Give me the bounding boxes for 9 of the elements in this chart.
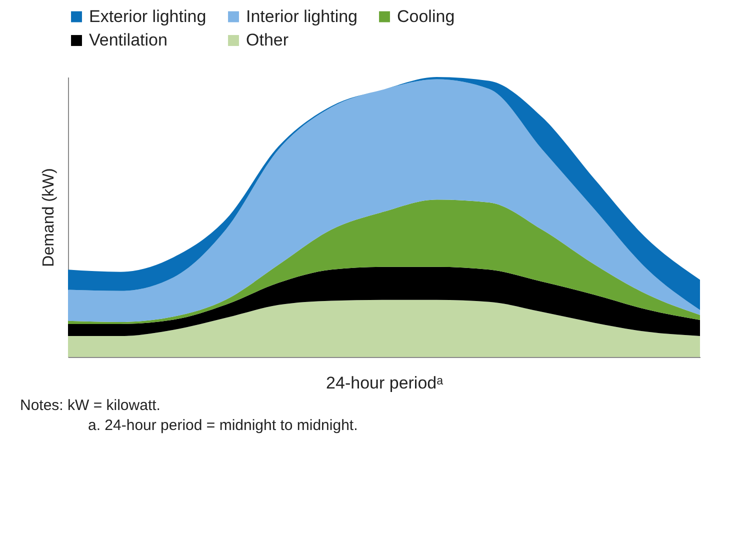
legend-label: Ventilation xyxy=(89,30,168,50)
y-axis-title: Demand (kW) xyxy=(40,168,58,267)
text: a. 24-hour period = midnight to midnight. xyxy=(88,416,359,436)
legend-label: Other xyxy=(246,30,289,50)
legend-label: Interior lighting xyxy=(246,6,358,26)
legend-label: Cooling xyxy=(397,6,455,26)
legend-label: Exterior lighting xyxy=(89,6,206,26)
text: Notes: kW = kilowatt. xyxy=(20,396,162,416)
x-axis-title: 24-hour periodᵃ xyxy=(326,374,444,392)
